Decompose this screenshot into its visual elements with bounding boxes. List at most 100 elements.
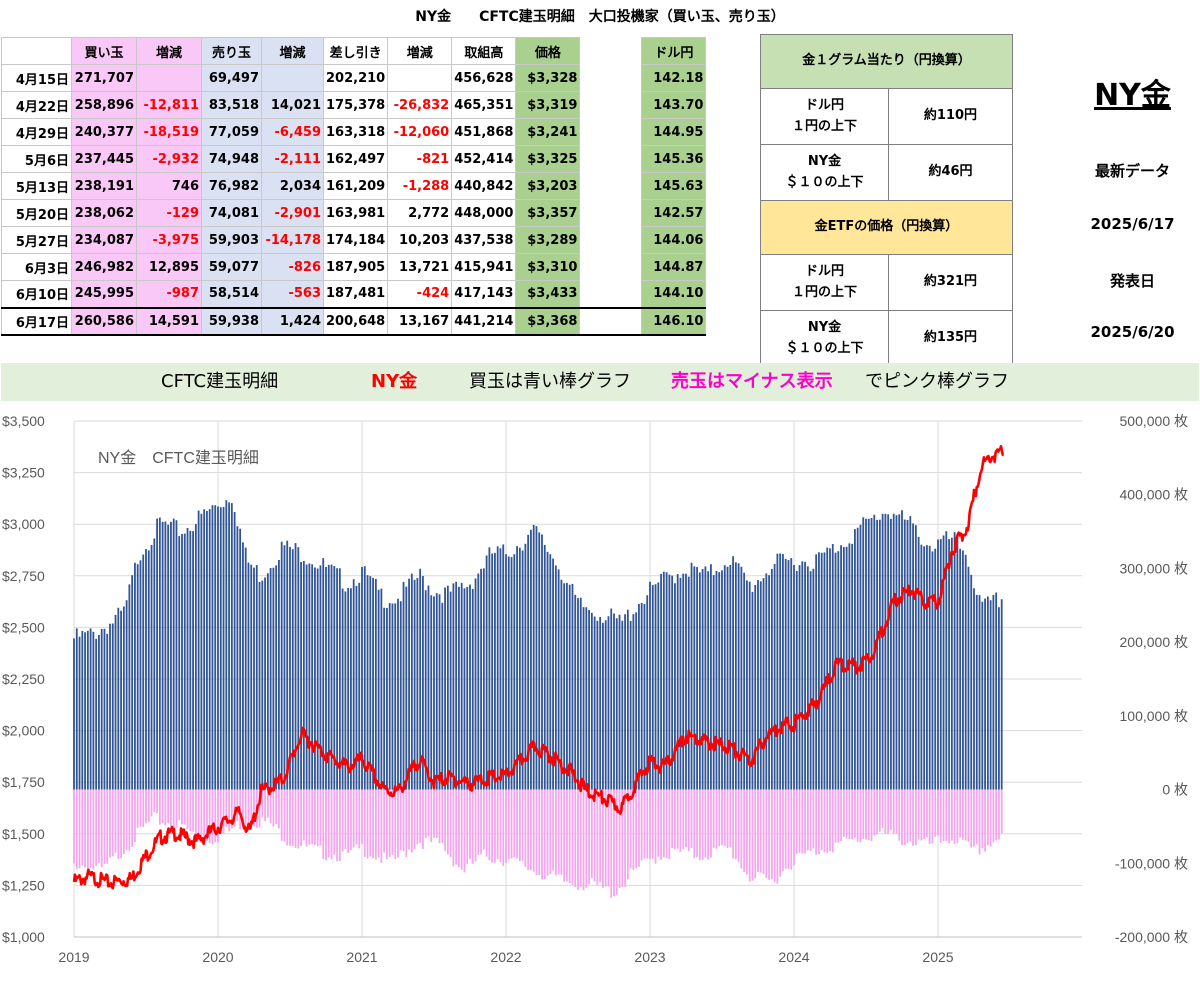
table-cell: 59,903	[201, 226, 262, 254]
short-bar	[975, 789, 978, 845]
short-bar	[374, 789, 377, 860]
short-bar	[78, 789, 81, 869]
short-bar	[870, 789, 873, 842]
short-bar	[829, 789, 831, 852]
long-bar	[975, 594, 978, 790]
long-bar	[460, 582, 463, 790]
long-bar	[474, 578, 477, 790]
long-bar	[613, 613, 615, 790]
short-bar	[920, 789, 923, 841]
short-bar	[690, 789, 693, 849]
table-cell: 187,481	[322, 280, 389, 308]
long-bar	[192, 531, 194, 790]
short-bar	[895, 789, 898, 834]
long-bar	[712, 575, 715, 790]
short-bar	[696, 789, 698, 858]
long-bar	[314, 567, 316, 790]
short-bar	[377, 789, 380, 858]
table-row: 5月20日 238,062 -129 74,081 -2,901 163,981 2,772…	[1, 199, 707, 227]
column-header: 増減	[136, 37, 202, 65]
x-tick-label: 2020	[202, 949, 233, 965]
right-tick-label: 300,000 枚	[1120, 560, 1189, 576]
long-bar	[214, 505, 217, 790]
short-bar	[878, 789, 881, 832]
row-date: 4月22日	[1, 91, 72, 119]
long-bar	[200, 513, 203, 790]
short-bar	[383, 789, 386, 853]
left-tick-label: $3,000	[2, 516, 45, 532]
table-cell: 74,948	[201, 145, 262, 173]
long-bar	[962, 550, 964, 790]
long-bar	[801, 561, 804, 790]
table-cell: -987	[136, 280, 202, 308]
short-bar	[81, 789, 84, 866]
short-bar	[790, 789, 793, 870]
x-tick-label: 2023	[634, 949, 665, 965]
long-bar	[300, 561, 302, 790]
short-bar	[350, 789, 352, 850]
short-bar	[629, 789, 632, 869]
long-bar	[189, 530, 192, 790]
short-bar	[516, 789, 518, 859]
short-bar	[92, 789, 95, 870]
long-bar	[219, 507, 222, 790]
short-bar	[914, 789, 917, 846]
short-bar	[563, 789, 566, 882]
short-bar	[283, 789, 286, 842]
info-label: ドル円 １円の上下	[760, 88, 889, 145]
long-bar	[458, 586, 460, 790]
short-bar	[762, 789, 765, 874]
long-bar	[926, 545, 928, 790]
short-bar	[98, 789, 100, 863]
short-bar	[989, 789, 992, 847]
table-cell: 162,497	[322, 145, 389, 173]
long-bar	[225, 500, 228, 790]
long-bar	[316, 568, 319, 790]
long-bar	[178, 536, 181, 790]
short-bar	[718, 789, 721, 847]
table-cell: 246,982	[71, 253, 137, 281]
long-bar	[809, 571, 812, 790]
short-bar	[264, 789, 266, 822]
left-tick-label: $2,000	[2, 723, 45, 739]
long-bar	[604, 620, 607, 790]
long-bar	[870, 518, 873, 790]
short-bar	[884, 789, 887, 834]
short-bar	[707, 789, 710, 860]
short-bar	[399, 789, 402, 851]
long-bar	[325, 566, 327, 790]
x-tick-label: 2022	[490, 949, 521, 965]
short-bar	[156, 789, 158, 814]
column-header	[1, 37, 72, 65]
long-bar	[984, 598, 986, 790]
long-bar	[679, 577, 682, 790]
long-bar	[906, 519, 909, 790]
long-bar	[632, 614, 635, 790]
table-cell	[579, 172, 643, 200]
table-cell: 14,021	[261, 91, 324, 119]
short-bar	[834, 789, 837, 843]
long-bar	[253, 567, 255, 790]
short-bar	[887, 789, 890, 834]
short-bar	[826, 789, 829, 853]
table-cell: -2,111	[261, 145, 324, 173]
long-bar	[372, 577, 374, 790]
long-bar	[624, 614, 626, 790]
long-bar	[170, 521, 172, 790]
long-bar	[973, 588, 975, 790]
long-bar	[657, 582, 660, 790]
long-bar	[602, 622, 604, 790]
short-bar	[967, 789, 970, 842]
short-bar	[793, 789, 795, 866]
short-bar	[145, 789, 147, 824]
short-bar	[626, 789, 629, 880]
short-bar	[615, 789, 618, 895]
long-bar	[560, 579, 563, 790]
long-bar	[665, 572, 668, 790]
column-header	[579, 37, 643, 65]
table-cell: 14,591	[136, 306, 202, 336]
title-right: 大口投機家（買い玉、売り玉）	[588, 9, 785, 25]
table-header-row: 買い玉 増減 売り玉 増減 差し引き 増減 取組高 価格 ドル円	[1, 37, 707, 65]
short-bar	[125, 789, 128, 850]
short-bar	[945, 789, 948, 842]
